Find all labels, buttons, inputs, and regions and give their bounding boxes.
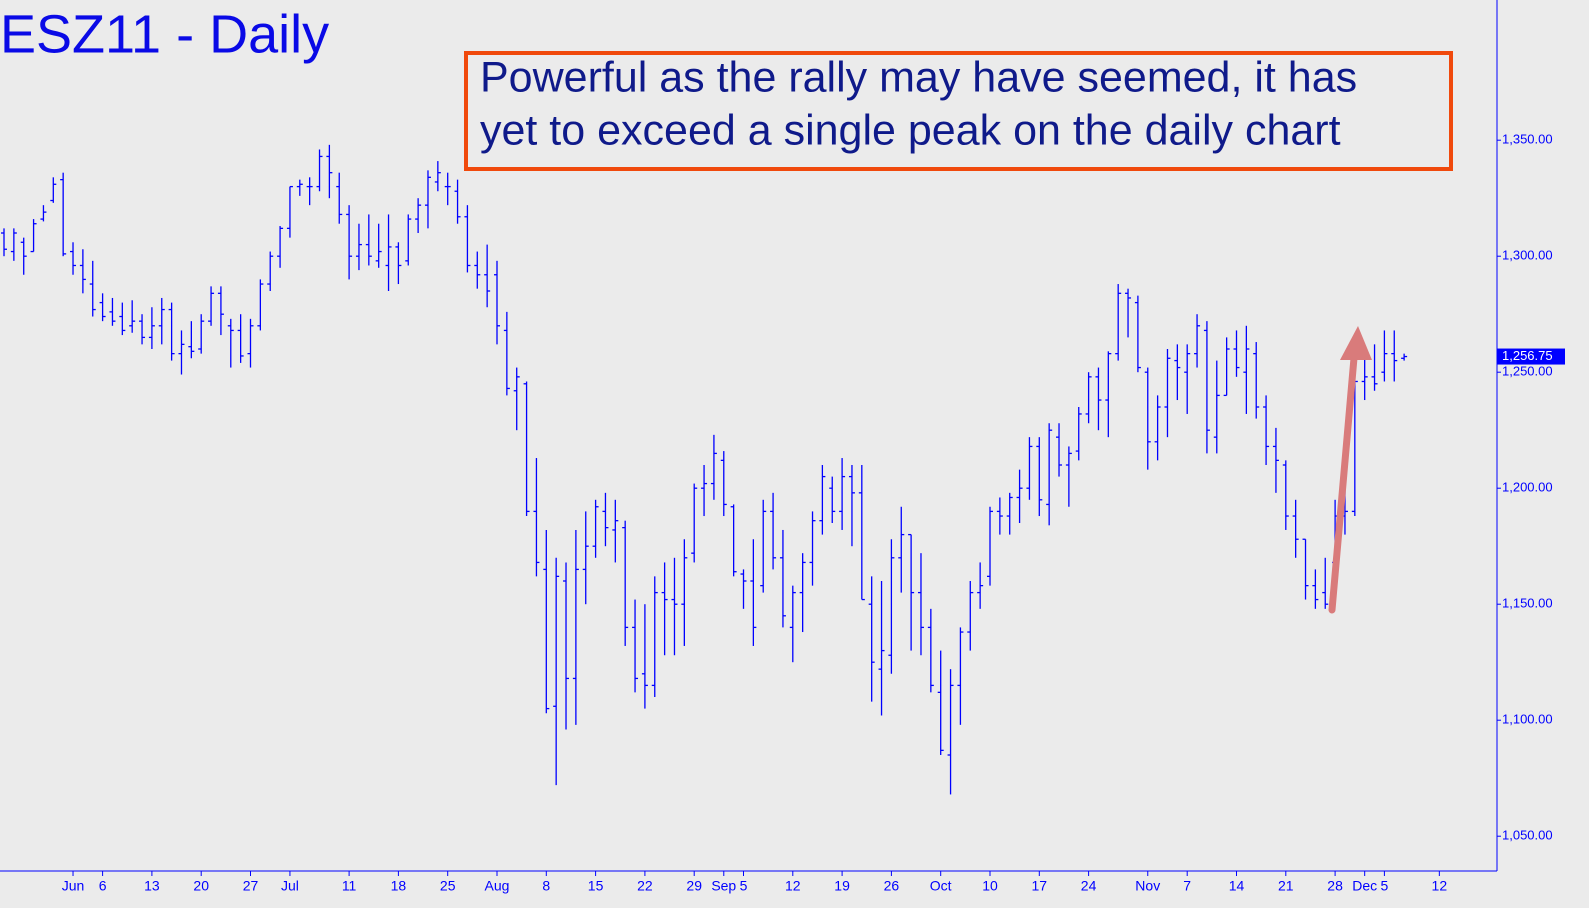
x-tick-label: 28 xyxy=(1327,878,1343,894)
x-tick-label: 8 xyxy=(542,878,550,894)
x-tick-label: 29 xyxy=(686,878,702,894)
x-tick-label: 26 xyxy=(884,878,900,894)
x-tick-label: Aug xyxy=(485,878,510,894)
x-tick-label: 12 xyxy=(785,878,801,894)
x-tick-label: 19 xyxy=(834,878,850,894)
y-tick-label: 1,350.00 xyxy=(1502,132,1553,147)
arrow-head xyxy=(1340,326,1372,360)
x-tick-label: 11 xyxy=(342,878,357,894)
x-tick-label: 24 xyxy=(1081,878,1097,894)
x-tick-label: 6 xyxy=(99,878,107,894)
x-tick-label: Jun xyxy=(62,878,85,894)
y-tick-label: 1,300.00 xyxy=(1502,248,1553,263)
x-tick-label: 27 xyxy=(243,878,259,894)
x-tick-label: 18 xyxy=(391,878,407,894)
annotation-box xyxy=(464,51,1453,171)
annotation: Powerful as the rally may have seemed, i… xyxy=(464,51,1453,171)
axes: 1,050.00 1,100.00 1,150.00 1,200.00 1,250.00… xyxy=(0,0,1565,894)
x-tick-label: 25 xyxy=(440,878,456,894)
x-tick-label: 7 xyxy=(1183,878,1191,894)
x-tick-label: 21 xyxy=(1278,878,1294,894)
ohlc-bars xyxy=(1,144,1408,795)
x-tick-label: 12 xyxy=(1432,878,1448,894)
y-tick-label: 1,100.00 xyxy=(1502,712,1553,727)
y-tick-label: 1,200.00 xyxy=(1502,480,1553,495)
y-tick-label: 1,050.00 xyxy=(1502,828,1553,843)
x-tick-label: Oct xyxy=(930,878,952,894)
x-tick-label: 22 xyxy=(637,878,653,894)
arrow-shaft xyxy=(1328,354,1358,614)
x-tick-label: 14 xyxy=(1229,878,1245,894)
x-tick-label: Sep xyxy=(711,878,736,894)
x-tick-label: 10 xyxy=(982,878,998,894)
x-tick-label: Dec xyxy=(1352,878,1377,894)
annotation-line: yet to exceed a single peak on the daily… xyxy=(480,106,1341,154)
y-tick-label: 1,150.00 xyxy=(1502,596,1553,611)
x-tick-label: Nov xyxy=(1135,878,1160,894)
x-tick-label: 5 xyxy=(1381,878,1389,894)
x-tick-label: 13 xyxy=(144,878,160,894)
x-tick-label: 20 xyxy=(193,878,209,894)
last-price-label: 1,256.75 xyxy=(1502,348,1553,363)
x-tick-label: 5 xyxy=(740,878,748,894)
y-tick-label: 1,250.00 xyxy=(1502,364,1553,379)
last-price-box xyxy=(1497,348,1565,365)
arrow xyxy=(1328,326,1372,614)
annotation-line: Powerful as the rally may have seemed, i… xyxy=(480,53,1357,101)
chart-title: ESZ11 - Daily xyxy=(0,4,329,64)
x-tick-label: 17 xyxy=(1032,878,1048,894)
x-tick-label: 15 xyxy=(588,878,604,894)
x-tick-label: Jul xyxy=(281,878,299,894)
